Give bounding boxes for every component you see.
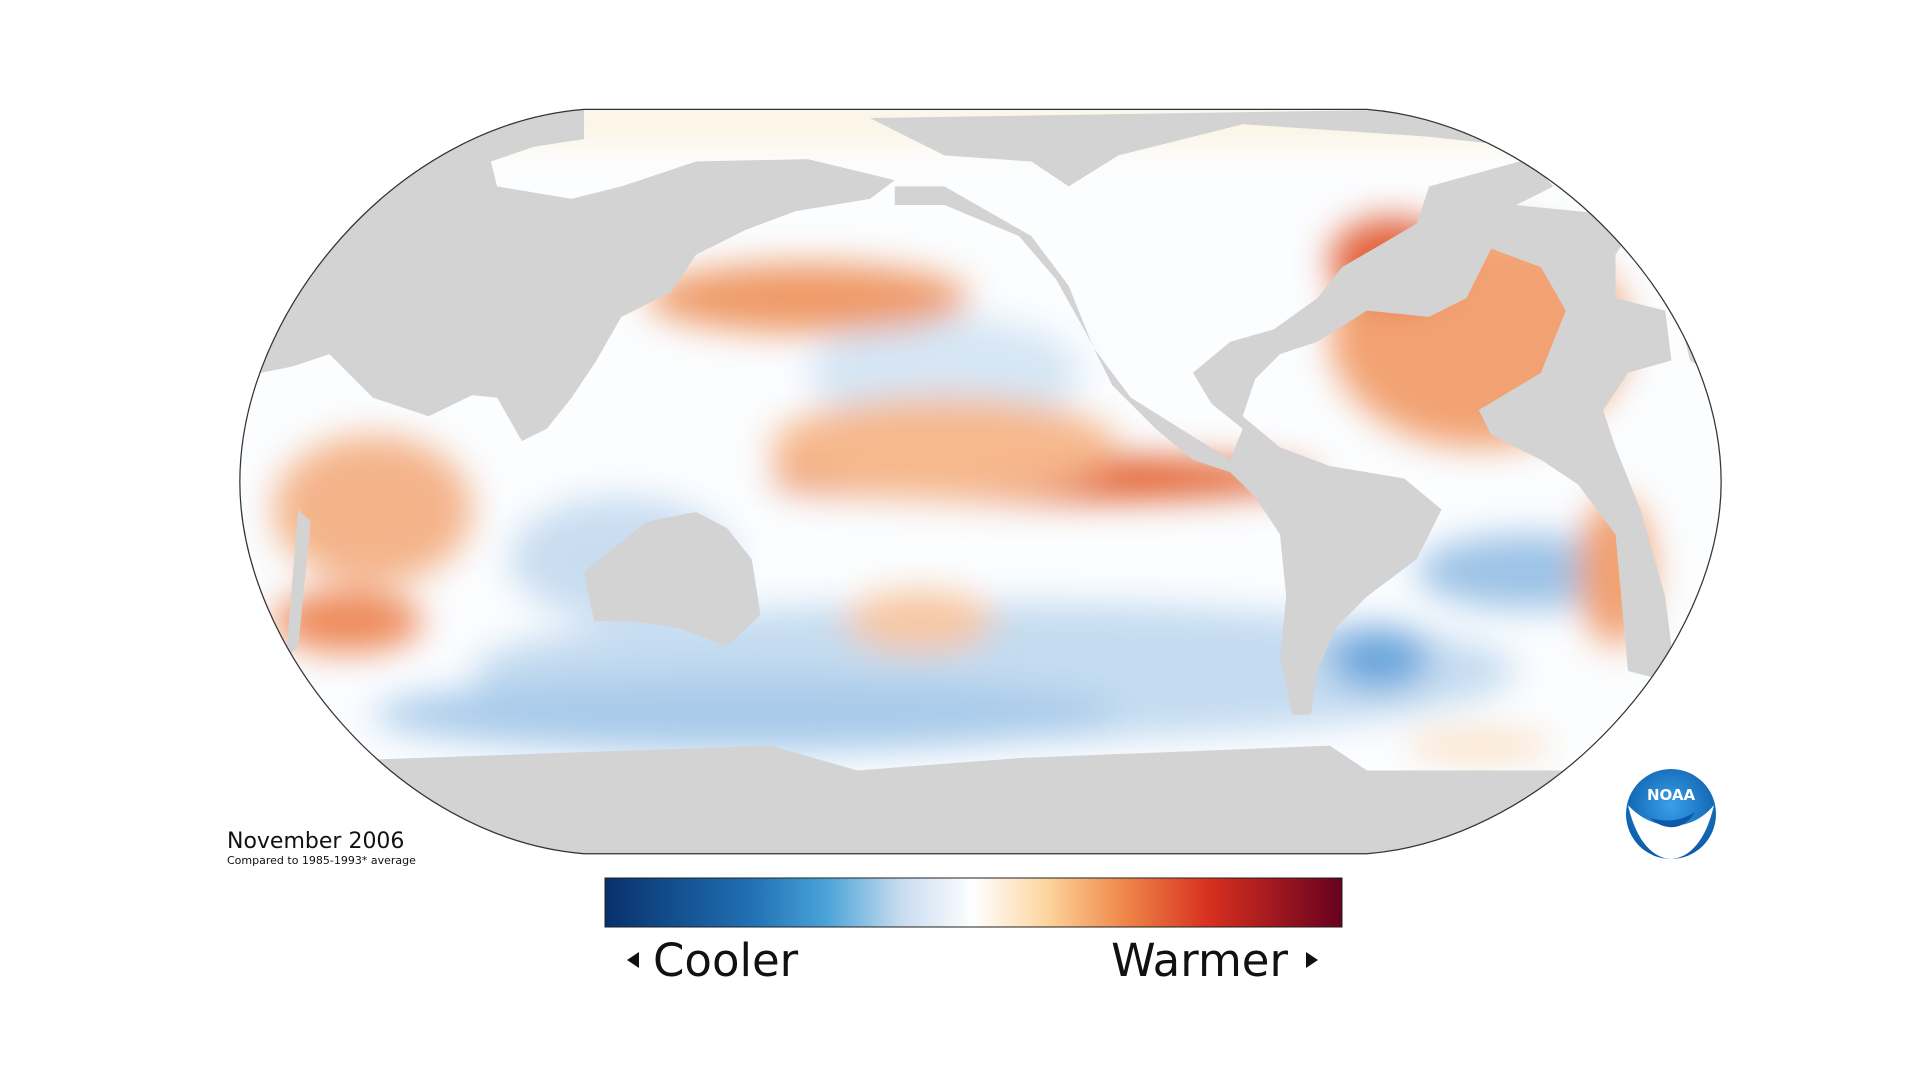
legend-low: Cooler xyxy=(653,934,799,987)
color-scale xyxy=(604,877,1343,928)
warmer-arrow xyxy=(1306,952,1318,968)
noaa-logo: NOAA xyxy=(1626,769,1716,859)
logo-text: NOAA xyxy=(1647,786,1696,804)
map-body xyxy=(239,108,1722,855)
map-outline xyxy=(239,108,1722,855)
cooler-arrow xyxy=(627,952,639,968)
ocean xyxy=(239,109,1722,854)
map-baseline: Compared to 1985-1993* average xyxy=(227,854,416,867)
map-date: November 2006 xyxy=(227,829,404,854)
legend-high: Warmer xyxy=(1111,934,1288,987)
